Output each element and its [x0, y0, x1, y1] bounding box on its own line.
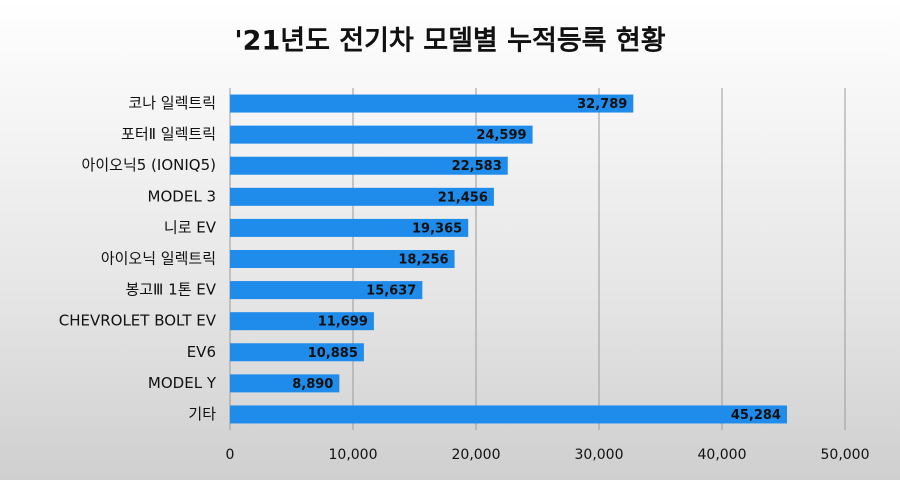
value-label: 24,599 [476, 128, 526, 143]
value-label: 22,583 [452, 159, 502, 174]
value-label: 32,789 [577, 97, 627, 112]
value-label: 15,637 [366, 284, 416, 299]
y-tick-label: EV6 [187, 343, 216, 361]
x-tick-label: 50,000 [821, 447, 870, 463]
value-label: 10,885 [308, 346, 358, 361]
y-tick-label: MODEL 3 [148, 187, 216, 205]
bar [230, 218, 469, 237]
chart-title: '21년도 전기차 모델별 누적등록 현황 [234, 26, 665, 57]
x-tick-label: 30,000 [575, 447, 624, 463]
value-label: 8,890 [292, 377, 333, 392]
y-tick-label: 봉고Ⅲ 1톤 EV [125, 281, 216, 299]
bar [230, 405, 787, 424]
bar [230, 312, 374, 331]
x-tick-label: 40,000 [698, 447, 747, 463]
bar [230, 187, 494, 206]
bar [230, 250, 455, 268]
value-label: 18,256 [398, 253, 448, 268]
bar [230, 125, 533, 144]
y-tick-label: MODEL Y [148, 374, 217, 392]
bar [230, 94, 634, 113]
bar [230, 374, 340, 393]
bar [230, 281, 423, 300]
y-tick-label: 포터Ⅱ 일렉트릭 [121, 125, 216, 143]
x-tick-label: 10,000 [329, 447, 378, 463]
bar [230, 343, 364, 362]
value-label: 19,365 [412, 221, 462, 236]
y-tick-label: 기타 [188, 405, 216, 423]
y-tick-label: CHEVROLET BOLT EV [59, 312, 217, 330]
value-label: 11,699 [318, 315, 368, 330]
y-tick-label: 아이오닉5 (IONIQ5) [82, 156, 216, 174]
y-tick-label: 아이오닉 일렉트릭 [101, 250, 216, 268]
bar [230, 156, 508, 175]
y-tick-label: 코나 일렉트릭 [128, 94, 216, 112]
x-tick-label: 0 [226, 447, 235, 463]
value-label: 45,284 [731, 408, 781, 423]
y-tick-label: 니로 EV [164, 218, 217, 236]
value-label: 21,456 [438, 190, 488, 205]
x-tick-label: 20,000 [452, 447, 501, 463]
